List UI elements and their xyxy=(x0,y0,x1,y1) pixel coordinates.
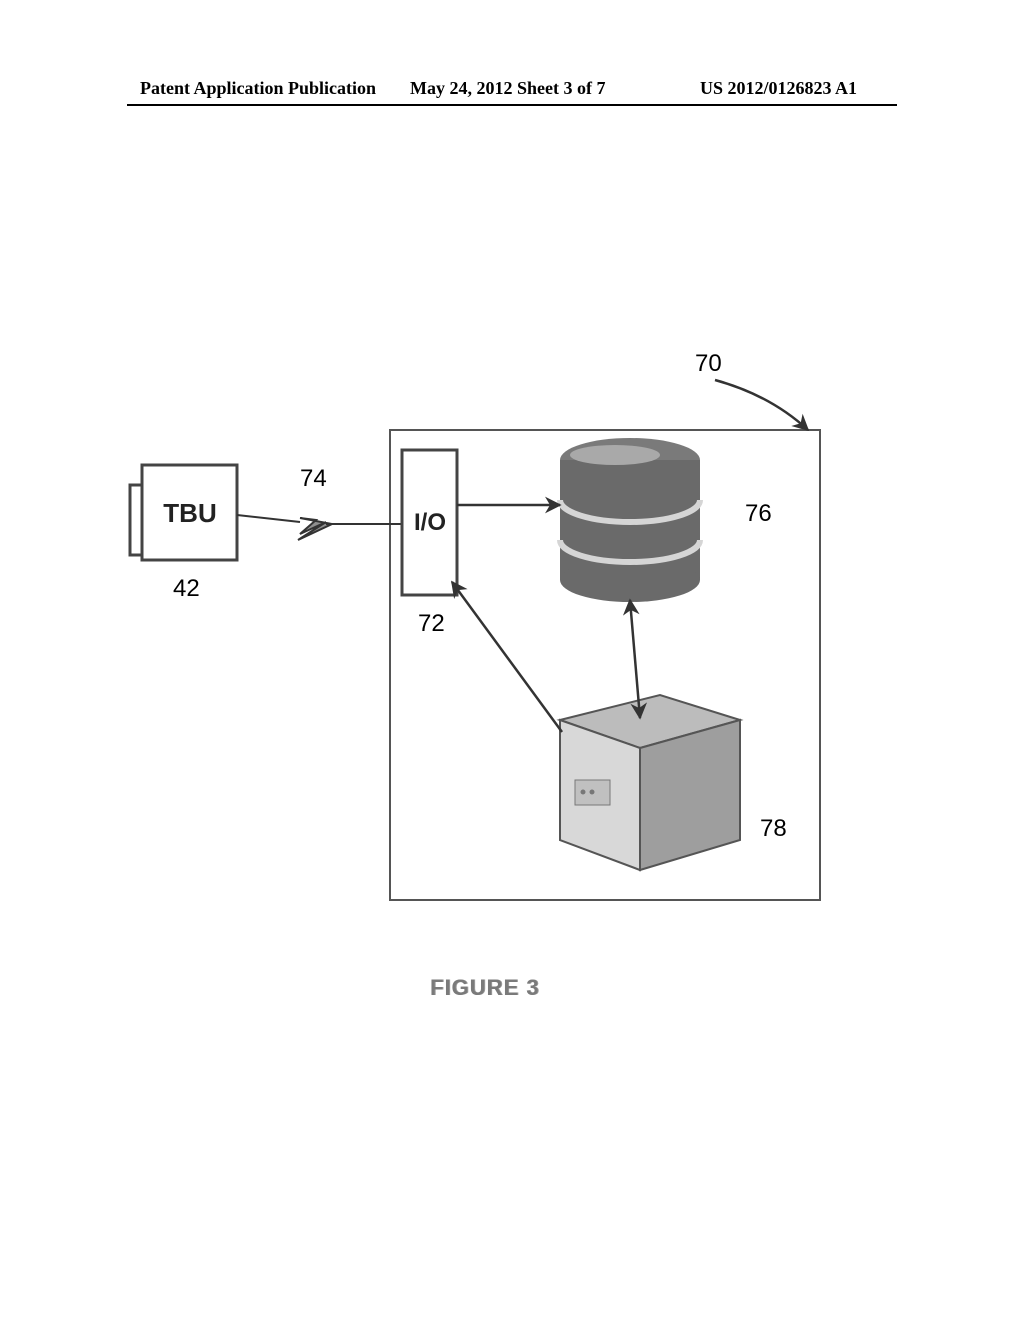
tbu-tab xyxy=(130,485,142,555)
diagram-canvas: TBU I/O xyxy=(0,0,1024,1320)
link-ref-label: 74 xyxy=(300,465,327,493)
server-icon xyxy=(560,695,740,870)
system-ref-leader xyxy=(715,380,808,430)
wireless-link-icon xyxy=(237,515,402,540)
figure-caption: FIGURE 3 xyxy=(430,975,539,1001)
tbu-ref-label: 42 xyxy=(173,575,200,603)
tbu-text: TBU xyxy=(163,498,216,528)
system-ref-label: 70 xyxy=(695,350,722,378)
database-icon xyxy=(560,438,700,602)
io-ref-label: 72 xyxy=(418,610,445,638)
io-text: I/O xyxy=(414,509,446,536)
arrow-server-io xyxy=(452,582,562,732)
db-ref-label: 76 xyxy=(745,500,772,528)
server-ref-label: 78 xyxy=(760,815,787,843)
